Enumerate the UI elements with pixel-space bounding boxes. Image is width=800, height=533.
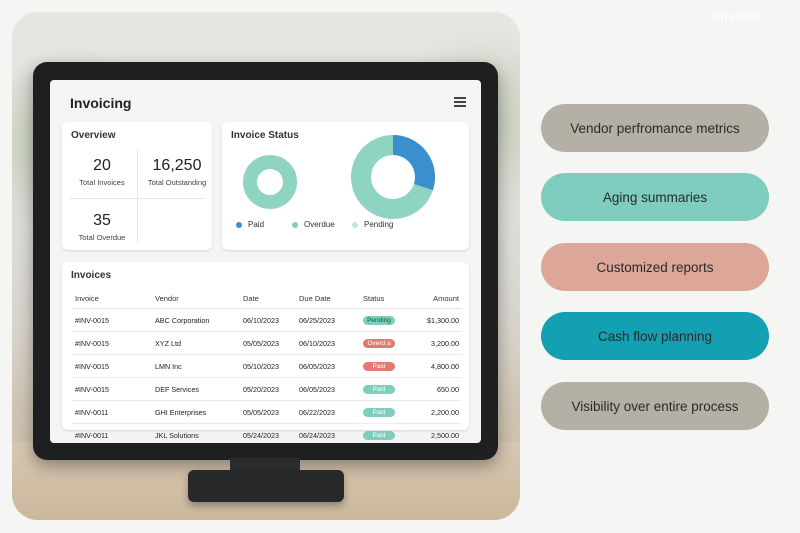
status-badge: Paid <box>363 431 395 440</box>
col-date[interactable]: Date <box>240 290 296 309</box>
feature-aging-summaries: Aging summaries <box>541 173 769 221</box>
feature-customized-reports: Customized reports <box>541 243 769 291</box>
status-badge: Paid <box>363 385 395 394</box>
status-badge: Pending <box>363 316 395 325</box>
table-row[interactable]: #INV-0015 LMN Inc 05/10/2023 06/05/2023 … <box>72 354 462 378</box>
col-status[interactable]: Status <box>360 290 412 309</box>
table-row[interactable]: #INV-0011 GHI Enterprises 05/05/2023 06/… <box>72 400 462 424</box>
invoices-title: Invoices <box>71 270 112 281</box>
status-badge: Overd a <box>363 339 395 348</box>
col-due-date[interactable]: Due Date <box>296 290 360 309</box>
page-title: Invoicing <box>70 95 132 111</box>
col-invoice[interactable]: Invoice <box>72 290 152 309</box>
invoice-status-card: Invoice Status Paid Overdue Pending <box>222 122 469 250</box>
hamburger-icon[interactable] <box>454 97 466 107</box>
feature-cash-flow-planning: Cash flow planning <box>541 312 769 360</box>
legend-paid: Paid <box>236 220 264 229</box>
metric-total-overdue: 35 Total Overdue <box>78 212 126 242</box>
feature-visibility: Visibility over entire process <box>541 382 769 430</box>
monitor-stand-base <box>188 470 344 502</box>
metric-total-outstanding: 16,250 Total Outstanding <box>147 157 207 187</box>
table-header-row: Invoice Vendor Date Due Date Status Amou… <box>72 290 462 309</box>
overview-title: Overview <box>71 130 116 141</box>
col-amount[interactable]: Amount <box>412 290 462 309</box>
brand-logo: envoice <box>712 8 763 24</box>
donut-chart-large <box>351 135 435 219</box>
feature-vendor-performance: Vendor perfromance metrics <box>541 104 769 152</box>
legend-overdue: Overdue <box>292 220 335 229</box>
invoices-card: Invoices Invoice Vendor Date Due Date St… <box>62 262 469 443</box>
overview-card: Overview 20 Total Invoices 16,250 Total … <box>62 122 212 250</box>
invoices-table: Invoice Vendor Date Due Date Status Amou… <box>72 290 462 443</box>
legend-pending: Pending <box>352 220 393 229</box>
table-row[interactable]: #INV-0015 ABC Corporation 06/10/2023 06/… <box>72 308 462 332</box>
app-screen: Invoicing Overview 20 Total Invoices 16,… <box>50 80 481 443</box>
donut-chart-small <box>243 155 297 209</box>
status-badge: Paid <box>363 362 395 371</box>
col-vendor[interactable]: Vendor <box>152 290 240 309</box>
table-row[interactable]: #INV-0015 DEF Services 05/20/2023 06/05/… <box>72 377 462 401</box>
table-row[interactable]: #INV-0015 XYZ Ltd 05/05/2023 06/10/2023 … <box>72 331 462 355</box>
table-row[interactable]: #INV-0011 JKL Solutions 05/24/2023 06/24… <box>72 423 462 443</box>
status-badge: Paid <box>363 408 395 417</box>
invoice-status-title: Invoice Status <box>231 130 299 141</box>
metric-total-invoices: 20 Total Invoices <box>79 157 125 187</box>
